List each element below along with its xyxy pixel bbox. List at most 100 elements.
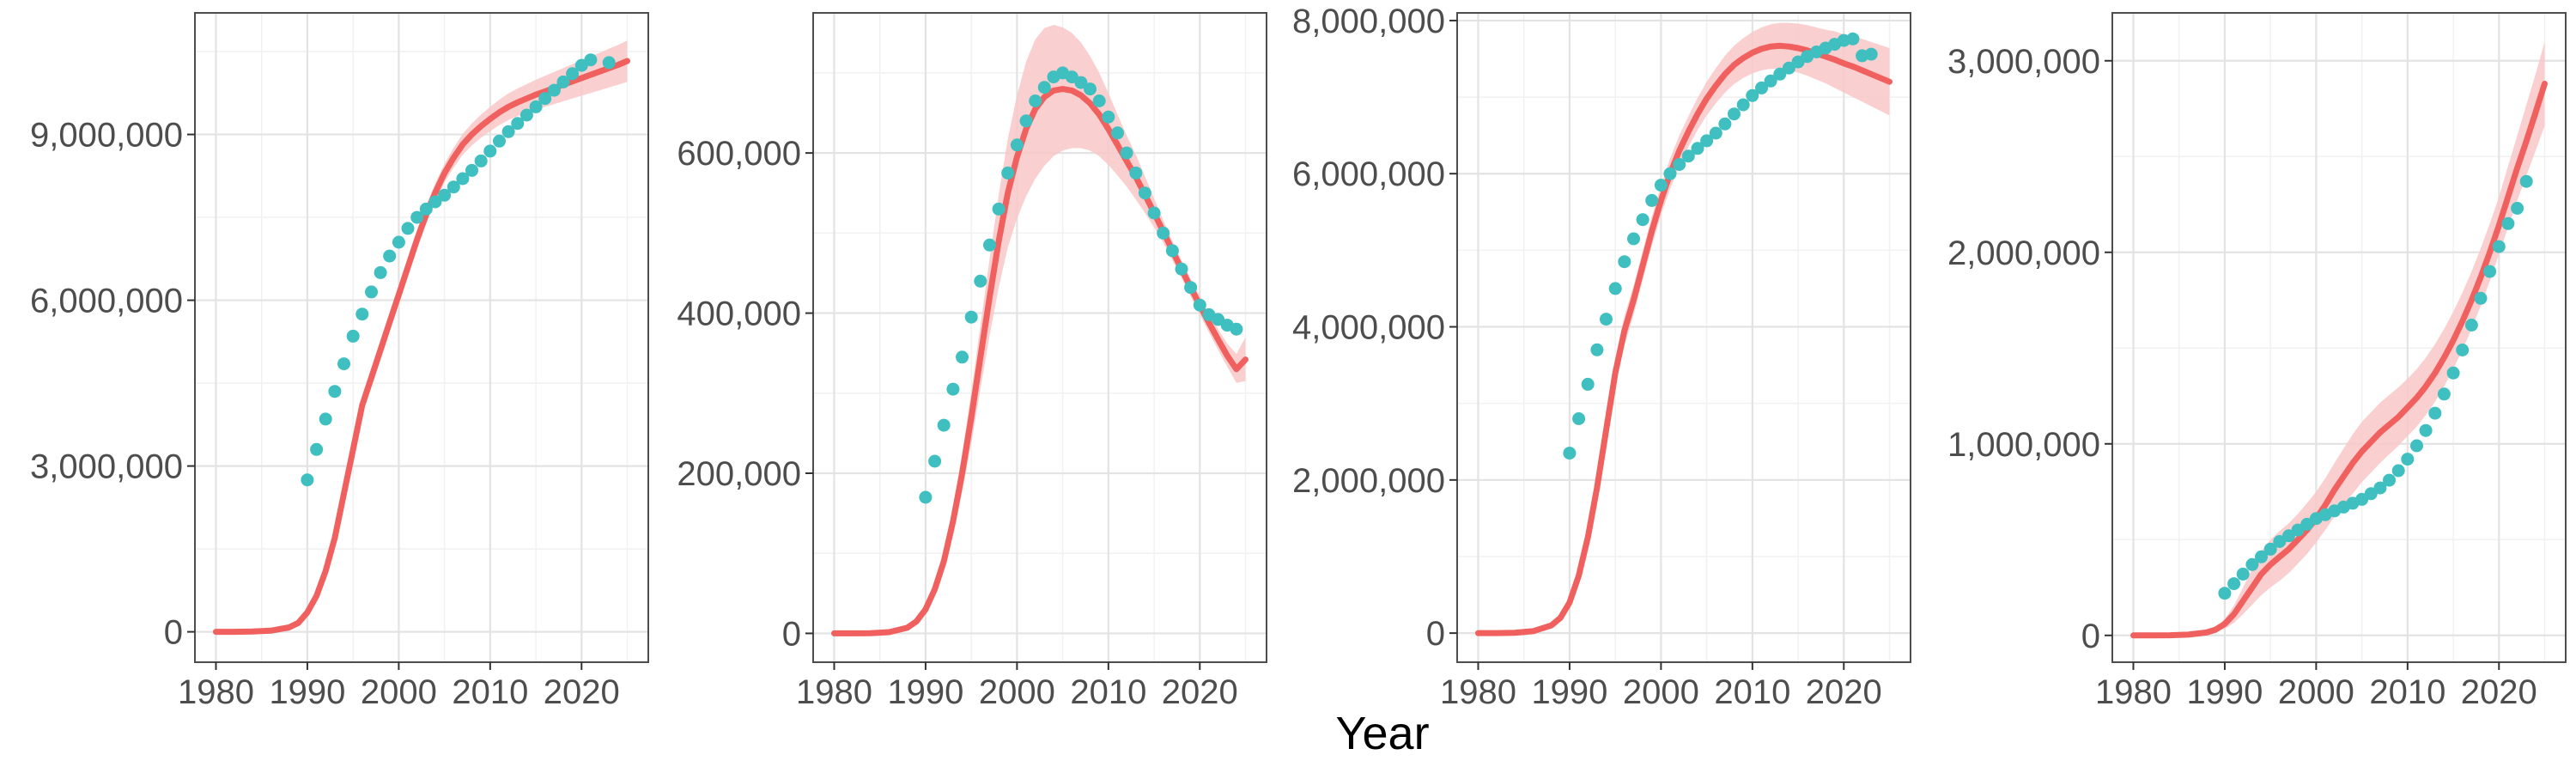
observed-point bbox=[2501, 216, 2515, 230]
y-tick-label: 200,000 bbox=[677, 455, 801, 493]
fitted-line bbox=[2130, 81, 2548, 639]
x-tick-label: 2020 bbox=[2461, 673, 2537, 711]
x-tick-label: 1990 bbox=[1531, 673, 1607, 711]
y-tick-label: 2,000,000 bbox=[1292, 462, 1445, 500]
y-tick-label: 2,000,000 bbox=[1947, 234, 2100, 272]
observed-point bbox=[2474, 291, 2488, 305]
observed-point bbox=[1029, 94, 1042, 107]
observed-point bbox=[2410, 439, 2423, 453]
chart-panel-1: 1980 1990 2000 2010 2020 0 3,000,000 6,000,000 9… bbox=[30, 12, 649, 711]
observed-point bbox=[1846, 32, 1860, 46]
panel-border bbox=[812, 12, 1267, 663]
observed-point bbox=[474, 154, 488, 167]
observed-point bbox=[2383, 473, 2396, 487]
y-tick-label: 9,000,000 bbox=[30, 117, 183, 155]
x-tick-label: 2020 bbox=[544, 673, 620, 711]
x-tick-label: 2000 bbox=[2278, 673, 2354, 711]
observed-point bbox=[1709, 126, 1722, 140]
observed-point bbox=[946, 382, 960, 396]
observed-point bbox=[465, 163, 478, 177]
observed-point bbox=[1627, 232, 1640, 246]
observed-point bbox=[310, 442, 324, 456]
x-tick-label: 1980 bbox=[1440, 673, 1516, 711]
panel-background bbox=[1457, 13, 1911, 662]
x-tick-label: 2020 bbox=[1162, 673, 1238, 711]
observed-point bbox=[1010, 138, 1024, 152]
chart-panels: 1980 1990 2000 2010 2020 0 3,000,000 6,000,000 9… bbox=[30, 3, 2567, 711]
y-tick-label: 8,000,000 bbox=[1292, 3, 1445, 40]
y-tick-label: 1,000,000 bbox=[1947, 426, 2100, 464]
observed-point bbox=[1572, 412, 1586, 425]
y-tick-label: 0 bbox=[164, 614, 183, 652]
observed-point bbox=[1084, 82, 1097, 96]
observed-point bbox=[392, 235, 405, 249]
y-tick-label: 6,000,000 bbox=[30, 283, 183, 320]
observed-point bbox=[1681, 149, 1695, 163]
x-axis-title: Year bbox=[1335, 708, 1429, 759]
observed-point bbox=[547, 83, 561, 97]
observed-point bbox=[501, 125, 515, 138]
y-tick-label: 3,000,000 bbox=[1947, 43, 2100, 81]
observed-point bbox=[556, 75, 570, 88]
panel-background bbox=[195, 13, 648, 662]
x-tick-label: 1990 bbox=[2186, 673, 2263, 711]
observed-point bbox=[2355, 492, 2369, 506]
observed-point bbox=[2511, 202, 2524, 215]
observed-point bbox=[410, 210, 424, 224]
observed-point bbox=[1645, 193, 1659, 207]
chart-panel-3: 1980 1990 2000 2010 2020 0 2,000,000 4,000,000 6… bbox=[1292, 3, 1911, 711]
observed-point bbox=[1001, 166, 1015, 180]
observed-point bbox=[346, 329, 360, 343]
x-tick-label: 2010 bbox=[1070, 673, 1146, 711]
observed-point bbox=[1074, 76, 1088, 89]
observed-point bbox=[2373, 481, 2387, 495]
observed-point bbox=[1092, 94, 1106, 107]
observed-point bbox=[919, 490, 933, 504]
y-tick-label: 6,000,000 bbox=[1292, 155, 1445, 193]
y-tick-label: 3,000,000 bbox=[30, 448, 183, 486]
observed-point bbox=[401, 222, 415, 235]
observed-point bbox=[1746, 88, 1759, 102]
observed-point bbox=[438, 188, 452, 202]
y-tick-label: 0 bbox=[1426, 615, 1445, 653]
observed-point bbox=[2428, 406, 2442, 420]
observed-point bbox=[1120, 146, 1133, 160]
y-tick-label: 400,000 bbox=[677, 295, 801, 333]
observed-point bbox=[2419, 423, 2433, 437]
observed-point bbox=[1864, 47, 1878, 61]
observed-point bbox=[1129, 166, 1143, 180]
observed-point bbox=[1691, 142, 1704, 155]
observed-point bbox=[2263, 542, 2277, 556]
observed-point bbox=[301, 473, 314, 487]
observed-point bbox=[2218, 587, 2232, 600]
observed-point bbox=[937, 418, 951, 432]
x-tick-label: 2000 bbox=[1623, 673, 1699, 711]
observed-point bbox=[1782, 61, 1795, 75]
observed-point bbox=[964, 310, 978, 324]
x-tick-label: 2010 bbox=[2369, 673, 2445, 711]
fitted-line bbox=[1475, 42, 1893, 636]
observed-point bbox=[2464, 319, 2478, 332]
chart-panel-4: 1980 1990 2000 2010 2020 0 1,000,000 2,000,000 3… bbox=[1947, 12, 2567, 711]
observed-point bbox=[447, 180, 460, 194]
observed-point bbox=[383, 249, 397, 263]
y-tick-label: 4,000,000 bbox=[1292, 309, 1445, 347]
x-tick-label: 2000 bbox=[979, 673, 1055, 711]
observed-point bbox=[956, 350, 969, 364]
observed-point bbox=[1111, 126, 1124, 140]
observed-point bbox=[483, 144, 497, 158]
observed-point bbox=[319, 412, 332, 426]
x-tick-label: 2020 bbox=[1806, 673, 1882, 711]
confidence-band bbox=[2133, 41, 2545, 636]
observed-point bbox=[992, 202, 1005, 216]
observed-point bbox=[428, 195, 442, 209]
observed-point bbox=[1700, 134, 1714, 148]
observed-point bbox=[2227, 577, 2241, 591]
observed-point bbox=[1581, 377, 1595, 391]
panel-border bbox=[2111, 12, 2567, 663]
observed-point bbox=[1755, 81, 1768, 94]
observed-point bbox=[2446, 366, 2460, 380]
x-tick-label: 1990 bbox=[269, 673, 345, 711]
observed-point bbox=[1037, 81, 1051, 94]
